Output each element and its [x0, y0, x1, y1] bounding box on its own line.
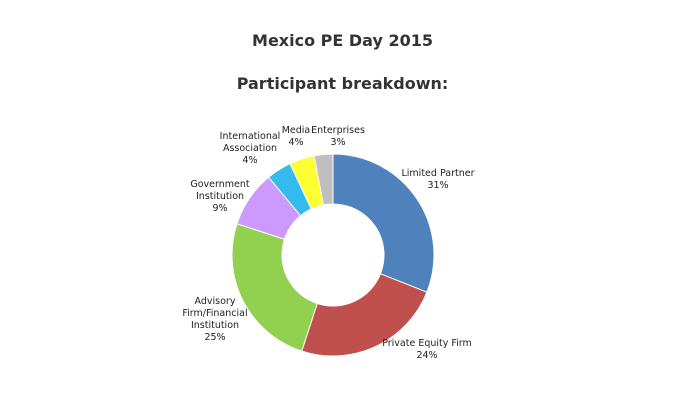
- slice-private-equity-firm: [301, 273, 428, 357]
- event-title: Mexico PE Day 2015: [252, 31, 433, 50]
- slice-value-label: 9%: [212, 203, 227, 214]
- slice-name-label: Advisory Firm/Financial Institution: [182, 296, 247, 331]
- slice-value-label: 4%: [242, 155, 257, 166]
- slice-value-label: 4%: [288, 137, 303, 148]
- slice-limited-partner: [332, 153, 435, 293]
- slice-value-label: 24%: [416, 350, 437, 361]
- slice-enterprises: [313, 153, 334, 206]
- slice-value-label: 3%: [330, 137, 345, 148]
- slice-name-label: Limited Partner: [402, 168, 475, 179]
- slice-name-label: Private Equity Firm: [382, 338, 472, 349]
- slice-name-label: Enterprises: [311, 125, 365, 136]
- slice-name-label: Media: [282, 125, 311, 136]
- slice-name-label: International Association: [220, 131, 281, 154]
- chart-subtitle: Participant breakdown:: [236, 74, 449, 93]
- slice-advisory-firm-financial-institution: [231, 223, 318, 352]
- slice-name-label: Government Institution: [190, 179, 250, 202]
- slice-value-label: 31%: [427, 180, 448, 191]
- slice-value-label: 25%: [204, 332, 225, 343]
